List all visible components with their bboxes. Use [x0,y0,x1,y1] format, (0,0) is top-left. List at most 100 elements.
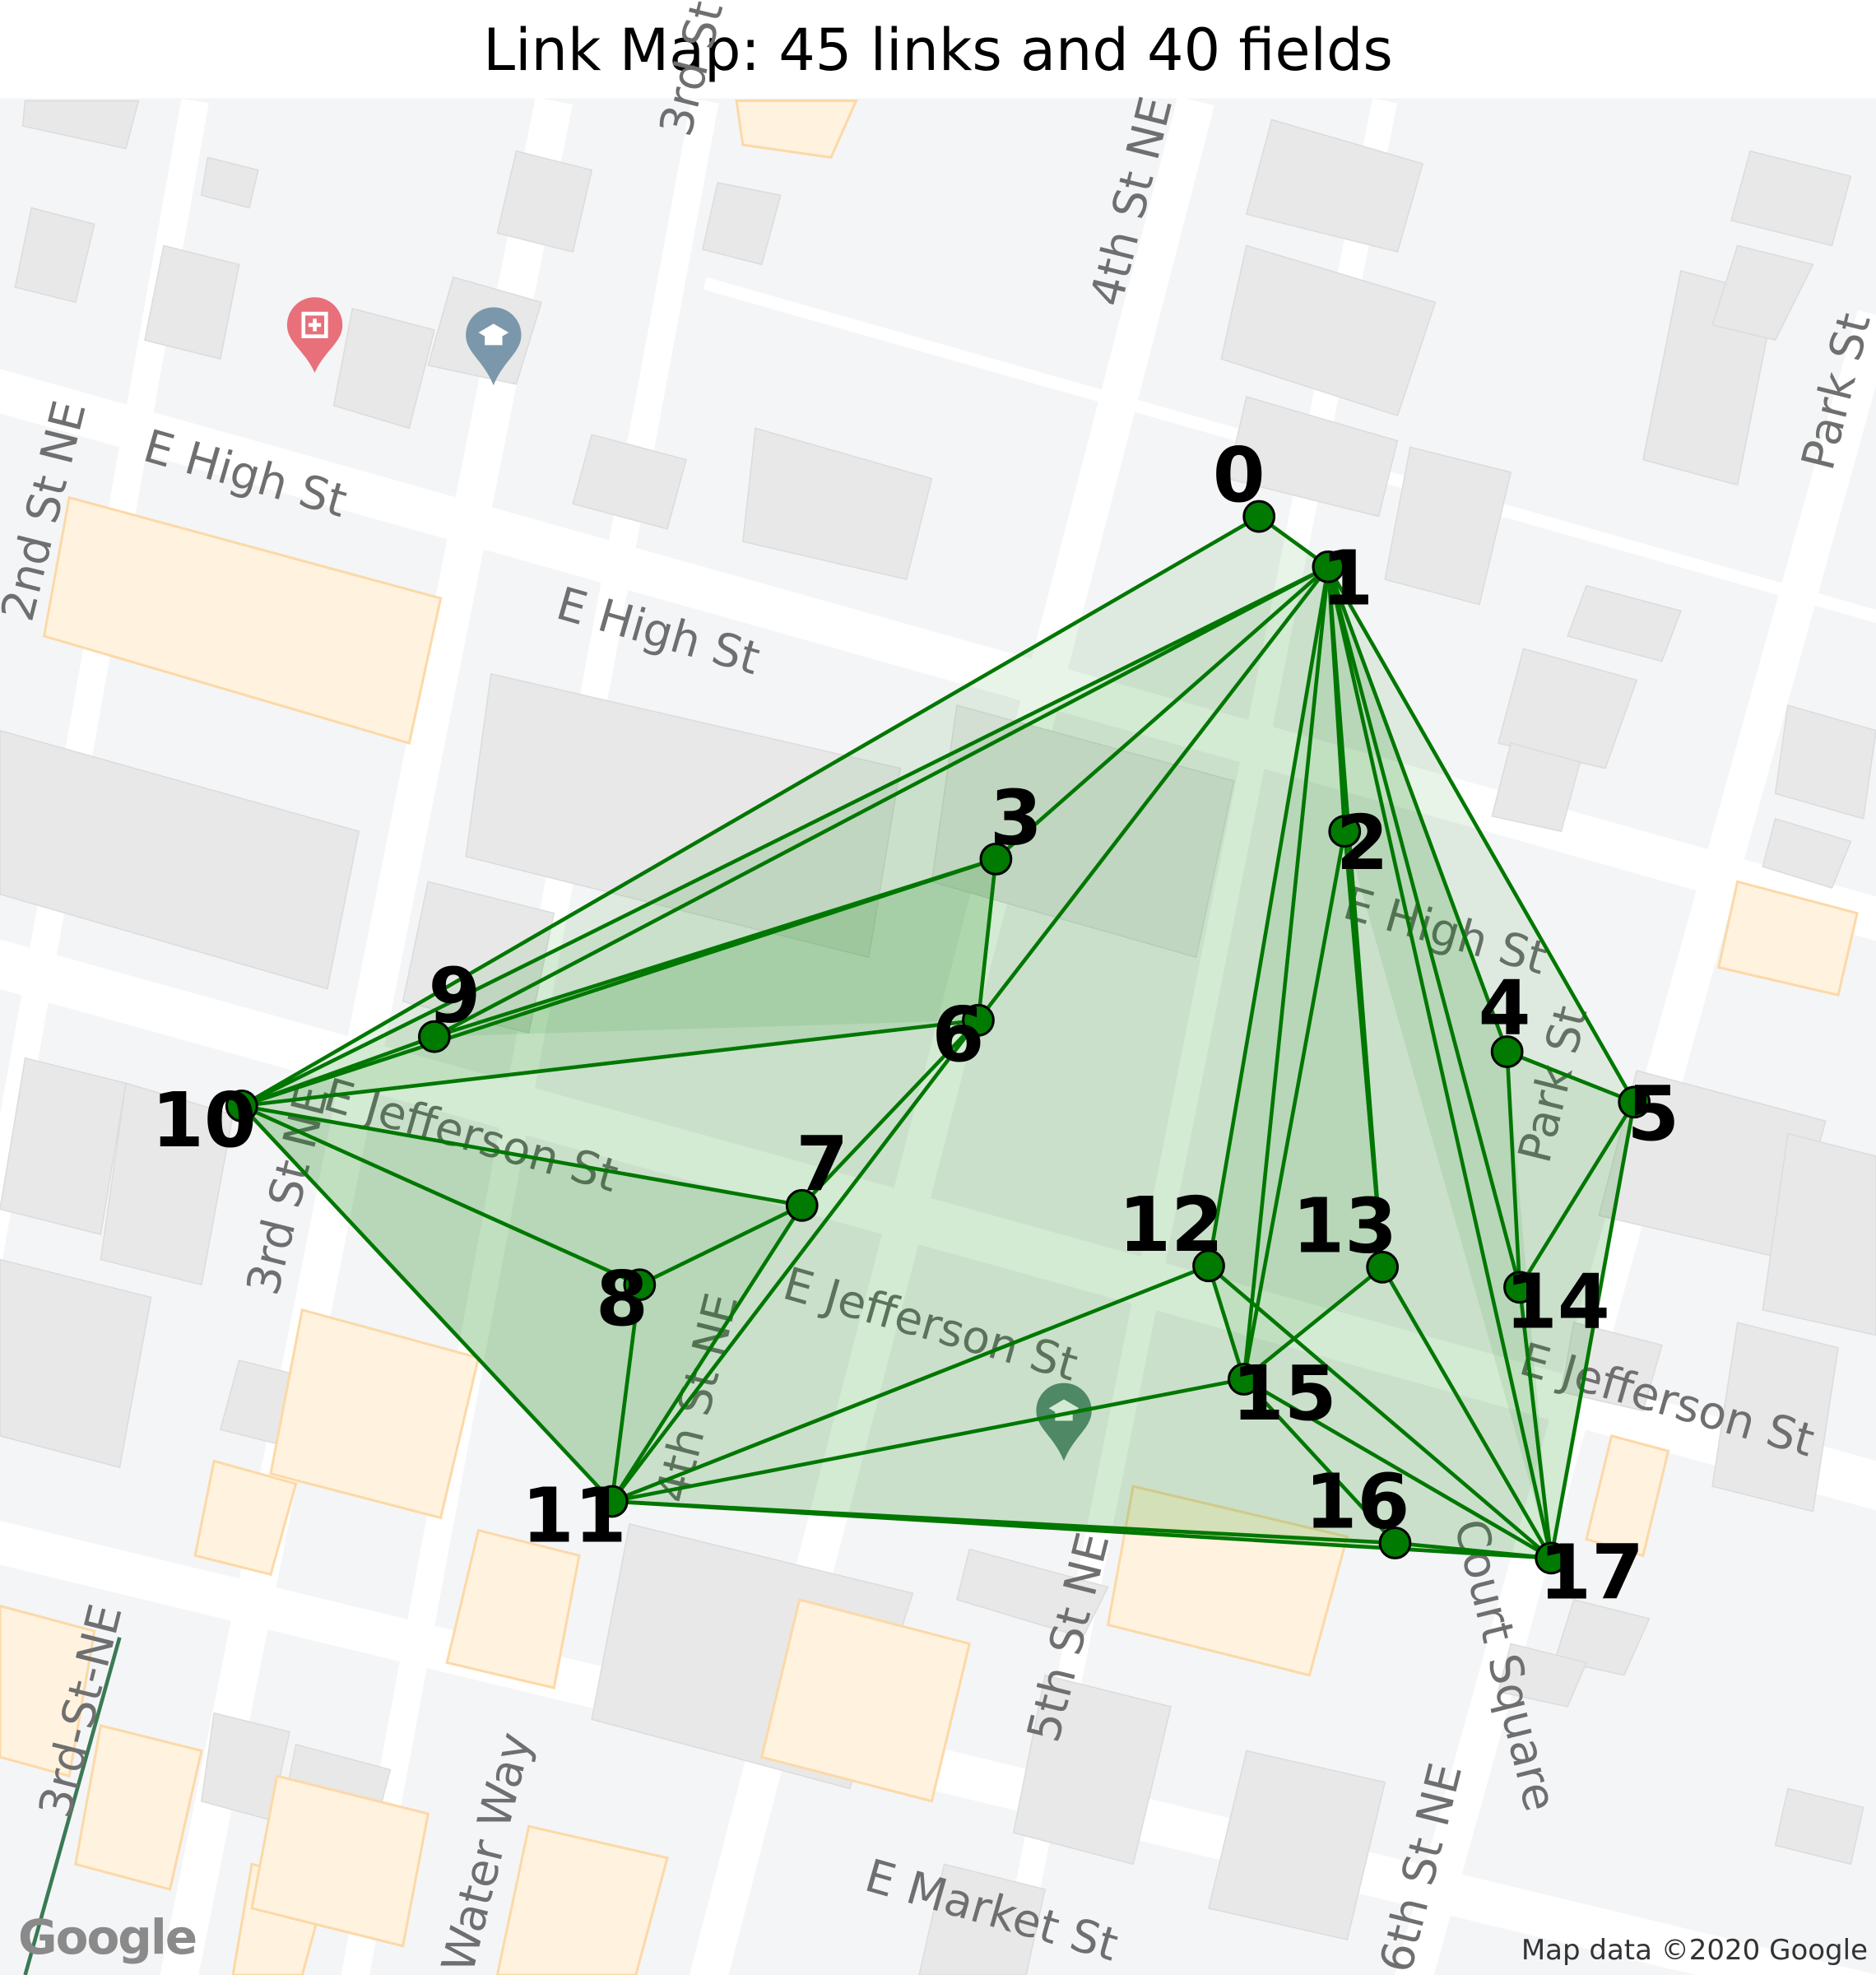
portal-node[interactable] [1503,1271,1536,1304]
link-line [1395,1540,1552,1560]
link-line [433,565,1330,1039]
portal-label: 14 [1505,1257,1610,1345]
portal-node[interactable] [962,1003,995,1037]
link-line [240,565,1330,1108]
portal-label: 6 [932,991,985,1079]
link-line [1207,1264,1553,1560]
link-line [801,1019,980,1207]
portal-label: 10 [151,1076,257,1164]
highlight-buildings [0,99,1859,1975]
field-triangle [611,1379,1395,1543]
field-triangle [1208,566,1552,1559]
portal-node[interactable] [1378,1527,1412,1559]
field-triangle [1328,566,1635,1559]
field-triangle [241,1020,978,1502]
link-line [240,1104,614,1503]
portal-node[interactable] [1192,1249,1225,1283]
portal-node[interactable] [418,1020,451,1053]
link-line [1242,830,1347,1380]
link-line [1242,1378,1553,1560]
map-attribution: Map data ©2020 Google [1521,1934,1868,1967]
link-line [241,1018,979,1108]
portal-label: 2 [1336,799,1389,887]
portal-label: 12 [1118,1181,1224,1269]
field-triangle [1519,1102,1635,1559]
portal-label: 8 [596,1255,648,1343]
link-line [240,514,1261,1108]
link-line [610,1204,804,1503]
links-layer [240,514,1637,1560]
link-line [434,857,997,1039]
portal-node[interactable] [1227,1363,1261,1396]
link-line [977,565,1330,1022]
portal-label: 17 [1539,1528,1644,1616]
portal-node[interactable] [1242,500,1276,533]
link-line [240,1104,641,1287]
portal-node[interactable] [225,1089,258,1122]
portal-label: 16 [1305,1458,1410,1546]
link-line [1242,566,1330,1380]
portal-label: 5 [1627,1070,1679,1158]
link-line [1518,1101,1637,1289]
link-line [638,1203,803,1287]
field-triangle [241,516,1329,1106]
link-line [1326,565,1509,1053]
link-line [994,565,1330,861]
portal-node[interactable] [595,1485,629,1518]
link-line [1206,566,1330,1266]
portal-label: 1 [1321,535,1373,623]
portal-label: 7 [796,1120,848,1208]
link-line [611,1377,1245,1503]
field-triangle [1507,1052,1635,1288]
field-triangle [611,1266,1244,1502]
transit-line [23,1637,122,1975]
link-line [241,1104,803,1208]
link-line [1242,1378,1397,1545]
portal-node[interactable] [623,1268,657,1302]
portal-label: 0 [1213,431,1265,519]
portal-node[interactable] [1312,550,1345,583]
link-line [610,1284,642,1502]
portal-node[interactable] [1490,1035,1524,1068]
hospital-pin-icon[interactable] [286,297,343,374]
link-line [1206,1265,1247,1380]
link-line [1326,566,1522,1288]
link-line [1549,1101,1637,1559]
field-triangle [1243,566,1383,1380]
page-title: Link Map: 45 links and 40 fields [483,16,1393,84]
portal-node[interactable] [1366,1250,1400,1284]
portal-label: 11 [522,1471,627,1559]
link-line [976,858,998,1021]
portal-label: 15 [1232,1350,1337,1438]
link-line [1381,1266,1553,1559]
link-line [1326,566,1553,1559]
link-line [1517,1287,1553,1559]
portal-node[interactable] [785,1188,819,1222]
portal-node[interactable] [1535,1541,1568,1575]
school-pin-icon[interactable] [466,307,522,386]
field-triangle [241,1105,802,1502]
link-line [610,1019,980,1503]
field-triangle [1243,1266,1552,1559]
link-line [611,1264,1210,1503]
portal-label: 4 [1479,964,1531,1053]
link-line [1326,565,1637,1104]
link-line [1506,1049,1636,1104]
portal-node[interactable] [1328,815,1362,848]
field-triangle [241,1105,802,1285]
field-triangle [1243,831,1383,1380]
portal-node[interactable] [1618,1085,1651,1119]
portal-label: 3 [990,774,1042,862]
field-triangle [1208,566,1329,1380]
field-triangle [1243,566,1345,1380]
link-line [1342,831,1385,1267]
field-triangle [241,1020,978,1206]
field-triangle [241,1105,640,1502]
link-line [1505,1051,1522,1288]
google-logo: Google [18,1909,197,1965]
portal-label: 13 [1292,1182,1397,1270]
portal-node[interactable] [979,842,1013,876]
